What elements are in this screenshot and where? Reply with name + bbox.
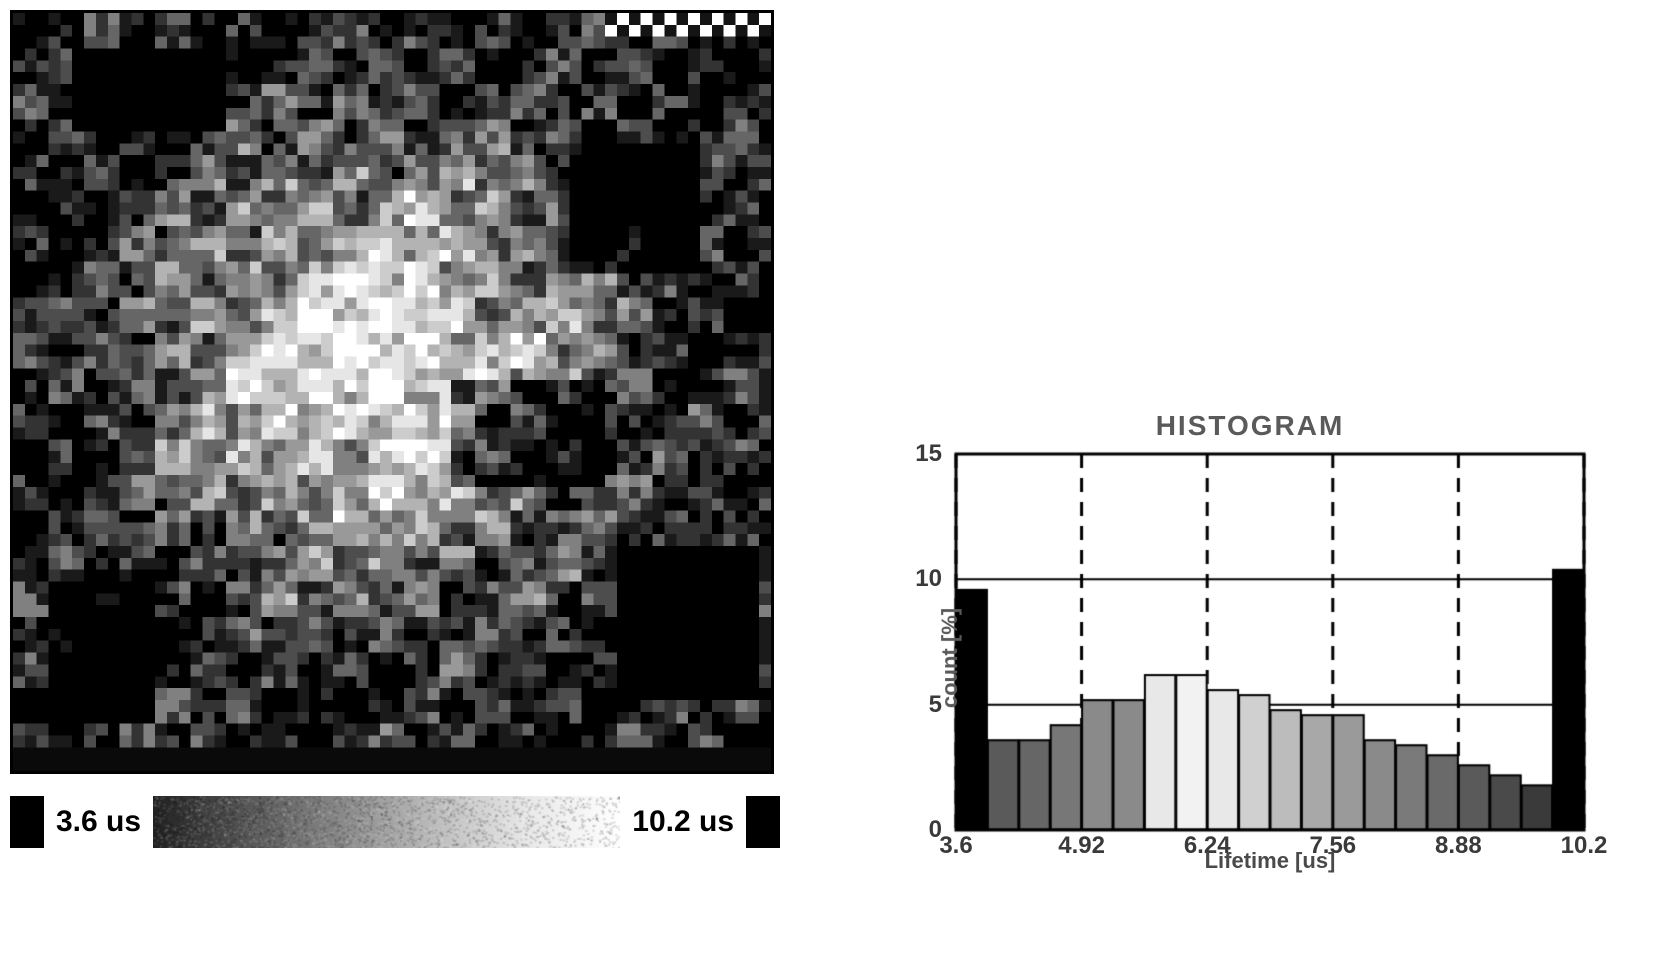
colorbar: 3.6 us 10.2 us	[10, 792, 780, 852]
histogram-xtick: 10.2	[1561, 832, 1608, 860]
histogram-xtick: 8.88	[1435, 832, 1482, 860]
colorbar-endcap-left	[10, 796, 44, 848]
histogram-ylabel: count [%]	[937, 608, 963, 708]
histogram-title: HISTOGRAM	[900, 410, 1600, 442]
left-panel: 3.6 us 10.2 us	[10, 10, 780, 852]
figure-container: 3.6 us 10.2 us HISTOGRAM 3.64.926.247.56…	[0, 0, 1656, 958]
histogram-plot: 3.64.926.247.568.8810.2051015count [%]Li…	[950, 448, 1590, 868]
colorbar-gradient	[153, 796, 620, 848]
histogram-ytick: 10	[915, 565, 950, 593]
histogram-ytick: 15	[915, 440, 950, 468]
colorbar-min-label: 3.6 us	[44, 805, 153, 839]
histogram-ytick: 0	[929, 816, 950, 844]
colorbar-endcap-right	[746, 796, 780, 848]
heatmap-plot	[10, 10, 774, 774]
right-panel: HISTOGRAM 3.64.926.247.568.8810.2051015c…	[900, 410, 1600, 868]
histogram-xlabel: Lifetime [us]	[1205, 848, 1336, 874]
heatmap-canvas	[13, 13, 771, 771]
colorbar-max-label: 10.2 us	[620, 805, 746, 839]
histogram-xtick: 4.92	[1058, 832, 1105, 860]
histogram-canvas	[950, 448, 1590, 868]
